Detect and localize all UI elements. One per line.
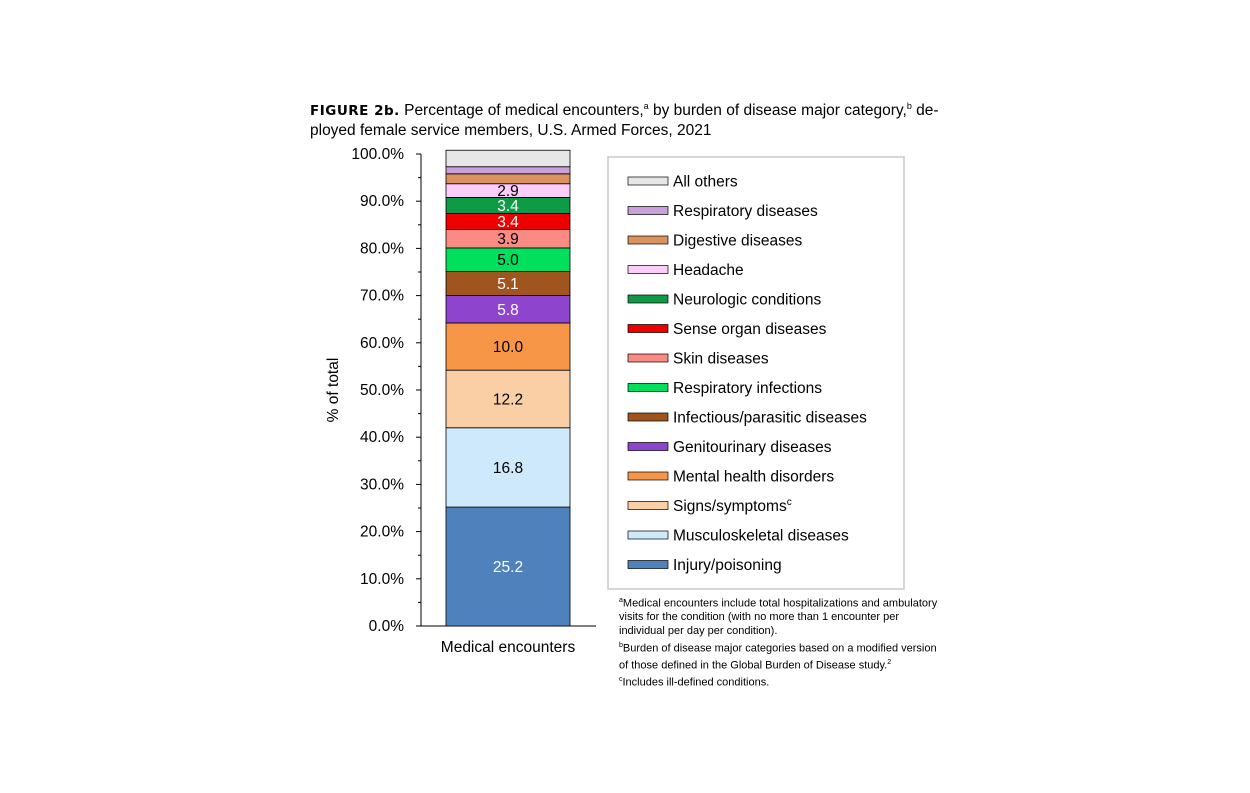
legend-label: Injury/poisoning xyxy=(673,557,782,574)
legend-swatch xyxy=(627,471,669,481)
bar-segment xyxy=(445,295,571,324)
data-label: 12.2 xyxy=(493,391,523,408)
title-text-part4: ployed female service members, U.S. Arme… xyxy=(310,122,712,140)
y-axis: 0.0% 10.0% 20.0% 30.0% 40.0% 50.0% 60.0% 70.0% 8… xyxy=(351,146,596,635)
legend-label: Sense organ diseases xyxy=(673,321,827,338)
legend-label: Infectious/parasitic diseases xyxy=(673,410,867,427)
legend-swatch xyxy=(627,412,669,422)
data-label: 5.0 xyxy=(497,252,519,269)
legend-label: Signs/symptomsc xyxy=(673,497,792,515)
x-category-label: Medical encounters xyxy=(441,639,576,656)
legend: All others Respiratory diseases Digestive … xyxy=(627,174,867,574)
y-tick-label: 30.0% xyxy=(360,476,404,493)
legend-label: Neurologic conditions xyxy=(673,292,821,309)
data-label: 3.4 xyxy=(497,198,519,215)
legend-label: Respiratory diseases xyxy=(673,203,818,220)
data-label: 5.8 xyxy=(497,302,519,319)
legend-swatch xyxy=(627,265,669,274)
legend-label: Respiratory infections xyxy=(673,380,822,397)
bar-segment xyxy=(445,506,571,627)
legend-swatch xyxy=(627,501,669,510)
y-tick-label: 0.0% xyxy=(369,618,405,635)
title-text-part1: Percentage of medical encounters, xyxy=(399,102,644,120)
bar-segment xyxy=(445,166,571,175)
legend-footnote-sup: c xyxy=(787,497,792,508)
legend-label: Headache xyxy=(673,262,744,279)
legend-label: Skin diseases xyxy=(673,351,769,368)
bar-segment xyxy=(445,322,571,371)
data-label: 10.0 xyxy=(493,339,524,356)
title-text-part2: by burden of disease major category, xyxy=(648,102,907,120)
bar-segment xyxy=(445,271,571,297)
y-tick-label: 80.0% xyxy=(360,240,404,257)
legend-label: Digestive diseases xyxy=(673,233,802,250)
legend-swatch xyxy=(627,235,669,245)
footnote-b: bBurden of disease major categories base… xyxy=(619,641,937,672)
y-tick-label: 20.0% xyxy=(360,524,404,541)
y-tick-label: 60.0% xyxy=(360,335,404,352)
figure-title: FIGURE 2b. Percentage of medical encount… xyxy=(310,96,970,141)
footnotes: aMedical encounters include total hospit… xyxy=(619,594,944,691)
title-footnote-b: b xyxy=(906,101,912,111)
legend-swatch xyxy=(627,560,669,569)
figure-label: FIGURE 2b. xyxy=(310,103,400,120)
legend-swatch xyxy=(627,206,669,215)
y-tick-label: 10.0% xyxy=(360,571,404,588)
data-labels: 25.216.812.210.05.85.15.03.93.43.42.9 xyxy=(493,183,524,576)
y-axis-title: % of total xyxy=(325,358,342,423)
y-tick-label: 70.0% xyxy=(360,288,404,305)
legend-swatch xyxy=(627,383,669,392)
title-text-part3: de- xyxy=(911,102,939,120)
legend-label: Genitourinary diseases xyxy=(673,439,832,456)
y-tick-label: 40.0% xyxy=(360,429,404,446)
data-label: 3.9 xyxy=(497,231,519,248)
data-label: 2.9 xyxy=(497,183,519,200)
title-footnote-a: a xyxy=(643,101,649,111)
data-label: 16.8 xyxy=(493,460,523,477)
data-label: 25.2 xyxy=(493,559,523,576)
y-tick-label: 100.0% xyxy=(351,146,404,163)
footnote-c: cIncludes ill-defined conditions. xyxy=(619,676,770,690)
data-label: 5.1 xyxy=(497,276,519,293)
legend-swatch xyxy=(627,530,669,540)
legend-swatch xyxy=(627,294,669,304)
legend-swatch xyxy=(627,324,669,333)
legend-label: Musculoskeletal diseases xyxy=(673,528,849,545)
footnote-a: aMedical encounters include total hospit… xyxy=(619,597,938,638)
bar-segment xyxy=(445,369,571,429)
y-tick-label: 90.0% xyxy=(360,193,404,210)
legend-label: All others xyxy=(673,174,738,191)
y-tick-label: 50.0% xyxy=(360,382,404,399)
bar-stack xyxy=(445,149,571,627)
bar-segment xyxy=(445,149,571,168)
legend-swatch xyxy=(627,176,669,186)
bar-segment xyxy=(445,427,571,508)
legend-label: Mental health disorders xyxy=(673,469,834,486)
legend-swatch xyxy=(627,353,669,363)
data-label: 3.4 xyxy=(497,214,519,231)
legend-box xyxy=(607,156,905,590)
legend-swatch xyxy=(627,442,669,451)
